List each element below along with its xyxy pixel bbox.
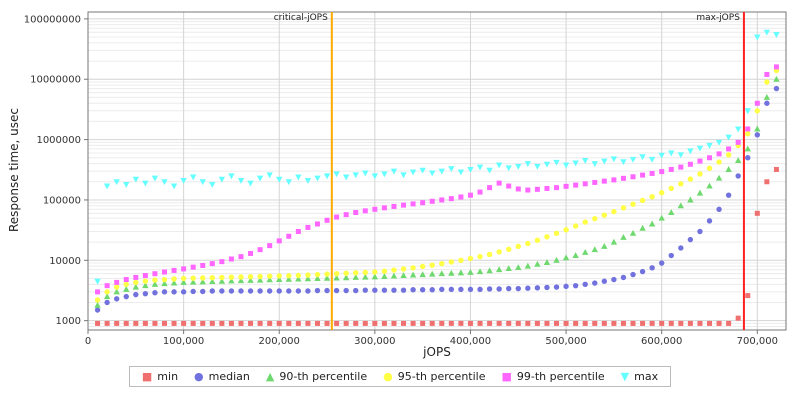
min-marker-icon: ■ xyxy=(141,370,153,383)
svg-text:0: 0 xyxy=(85,336,91,347)
legend-item-min: ■ min xyxy=(142,370,178,383)
svg-text:700,000: 700,000 xyxy=(737,336,778,347)
svg-text:100000: 100000 xyxy=(43,195,81,206)
svg-text:10000000: 10000000 xyxy=(30,75,81,86)
legend-item-p99: ■ 99-th percentile xyxy=(502,370,605,383)
legend-item-p90: ▲ 90-th percentile xyxy=(266,370,367,383)
p99-marker-icon: ■ xyxy=(501,370,512,383)
y-axis-title: Response time, usec xyxy=(7,107,21,233)
legend-label-p99: 99-th percentile xyxy=(516,370,605,383)
svg-text:500,000: 500,000 xyxy=(545,336,586,347)
p95-marker-icon: ● xyxy=(383,370,393,383)
legend-label-min: min xyxy=(157,370,179,383)
svg-text:100,000: 100,000 xyxy=(163,336,204,347)
svg-text:critical-jOPS: critical-jOPS xyxy=(274,13,328,23)
legend-item-max: ▼ max xyxy=(621,370,658,383)
svg-text:10000: 10000 xyxy=(49,256,81,267)
svg-text:400,000: 400,000 xyxy=(450,336,491,347)
max-marker-icon: ▼ xyxy=(620,370,630,383)
x-axis-title: jOPS xyxy=(423,345,451,359)
svg-text:max-jOPS: max-jOPS xyxy=(696,13,740,23)
svg-text:1000000: 1000000 xyxy=(36,135,81,146)
svg-text:1000: 1000 xyxy=(56,316,81,327)
legend-label-p95: 95-th percentile xyxy=(397,370,486,383)
svg-text:100000000: 100000000 xyxy=(24,14,81,25)
legend-item-p95: ● 95-th percentile xyxy=(383,370,485,383)
legend: ■ min ● median ▲ 90-th percentile ● 95-t… xyxy=(0,366,800,387)
legend-label-p90: 90-th percentile xyxy=(279,370,368,383)
legend-label-median: median xyxy=(208,370,250,383)
svg-text:200,000: 200,000 xyxy=(259,336,300,347)
legend-box: ■ min ● median ▲ 90-th percentile ● 95-t… xyxy=(128,366,672,387)
chart-plot: 1000 10000 100000 1000000 10000000 100000000 0… xyxy=(24,11,787,347)
p90-marker-icon: ▲ xyxy=(265,370,275,383)
legend-item-median: ● median xyxy=(194,370,250,383)
median-marker-icon: ● xyxy=(194,370,204,383)
legend-label-max: max xyxy=(634,370,659,383)
svg-text:600,000: 600,000 xyxy=(641,336,682,347)
svg-text:300,000: 300,000 xyxy=(354,336,395,347)
